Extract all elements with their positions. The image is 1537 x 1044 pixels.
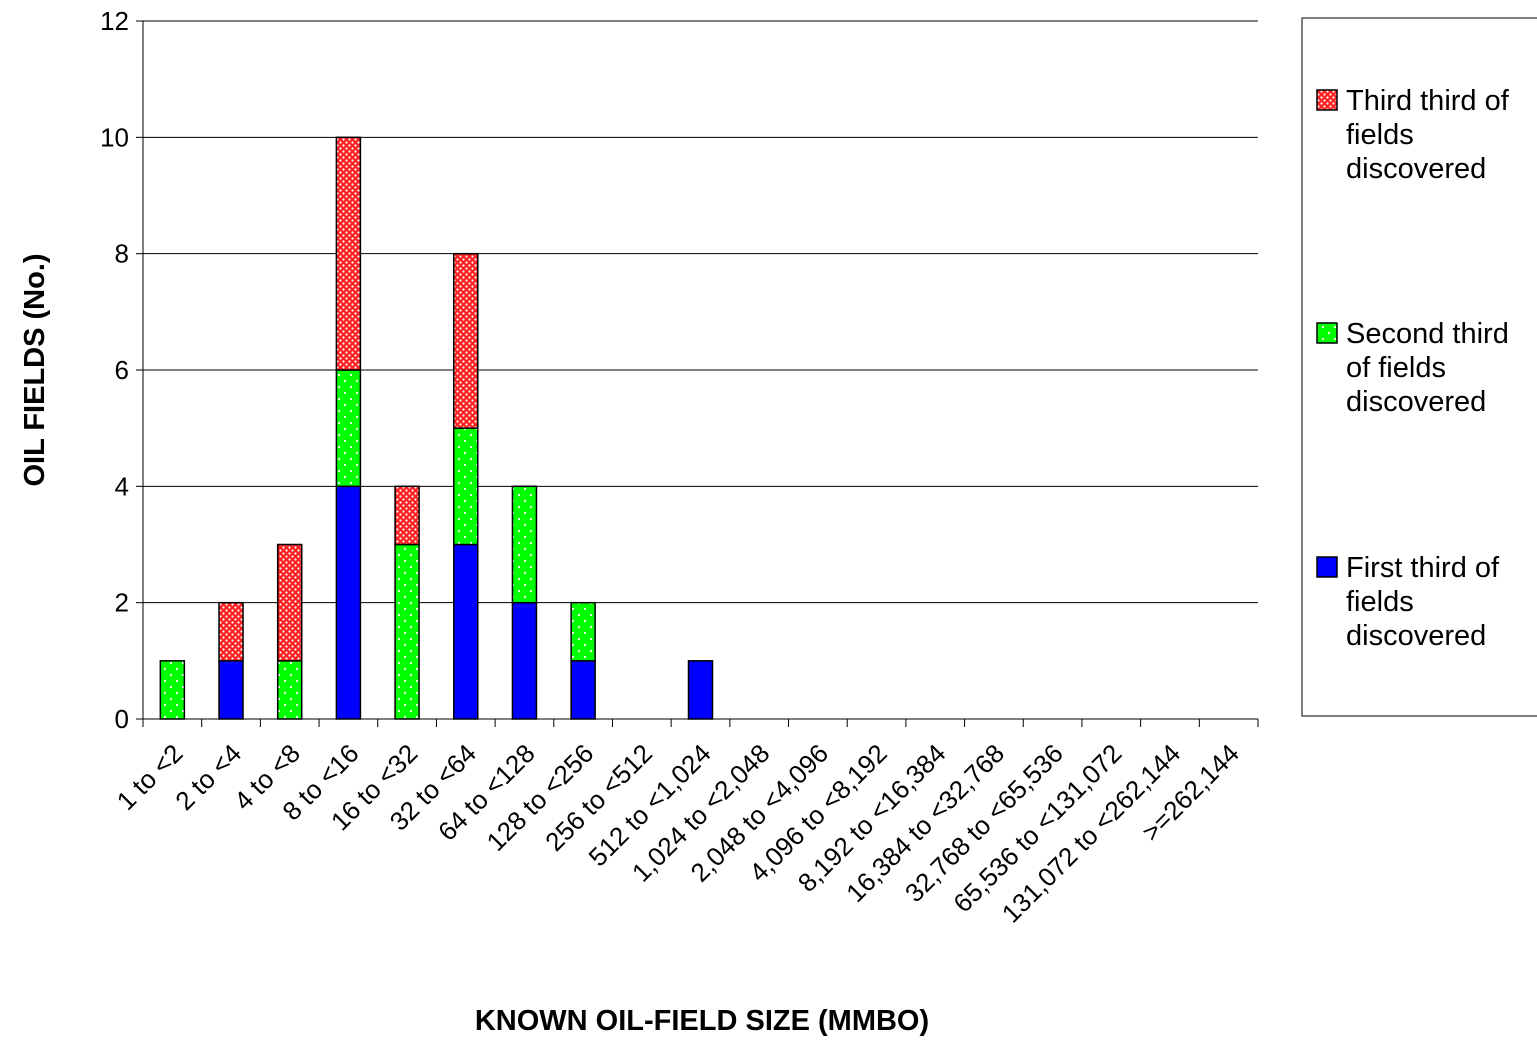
bar-segment-0	[570, 660, 596, 720]
bar-segment-0	[687, 660, 714, 720]
bars	[159, 136, 714, 720]
y-tick-label: 10	[100, 122, 129, 152]
bar-segment-2	[218, 601, 244, 662]
bar-segment-2	[453, 252, 479, 429]
bar-segment-0	[511, 601, 538, 720]
y-tick-labels: 0 2 4 6 8 10 12	[100, 6, 129, 734]
bar-segment-1	[159, 660, 186, 720]
bar-segment-0	[218, 660, 244, 720]
legend-swatch	[1316, 556, 1338, 578]
bar-segment-0	[335, 485, 362, 720]
bar-segment-2	[394, 485, 420, 546]
bar-segment-1	[276, 660, 303, 720]
bar-segment-2	[276, 543, 303, 662]
legend-swatch	[1316, 322, 1338, 344]
legend-box	[1301, 17, 1537, 717]
legend-label: First third of fields discovered	[1346, 552, 1500, 652]
bar-segment-1	[394, 543, 420, 720]
bar-segment-0	[453, 543, 479, 720]
x-axis-title: KNOWN OIL-FIELD SIZE (MMBO)	[475, 1005, 929, 1037]
x-tick-label: 2 to <4	[169, 738, 247, 816]
y-axis-title: OIL FIELDS (No.)	[19, 253, 51, 486]
legend-label: Third third of fields discovered	[1346, 85, 1510, 185]
bar-segment-1	[570, 601, 596, 662]
x-tick-label: 1 to <2	[111, 738, 189, 816]
y-tick-label: 2	[115, 588, 129, 618]
y-tick-label: 6	[115, 355, 129, 385]
bar-segment-2	[335, 136, 362, 371]
bar-segment-1	[335, 369, 362, 488]
legend: Third third of fields discovered Second thi…	[1301, 17, 1537, 717]
gridlines	[143, 20, 1258, 604]
bar-segment-1	[453, 427, 479, 546]
y-tick-label: 0	[115, 704, 129, 734]
legend-swatch	[1316, 89, 1338, 111]
y-tick-label: 4	[115, 471, 129, 501]
bar-segment-1	[511, 485, 538, 604]
y-tick-label: 8	[115, 239, 129, 269]
axes	[136, 20, 1259, 727]
legend-label: Second third of fields discovered	[1346, 318, 1509, 418]
y-tick-label: 12	[100, 6, 129, 36]
